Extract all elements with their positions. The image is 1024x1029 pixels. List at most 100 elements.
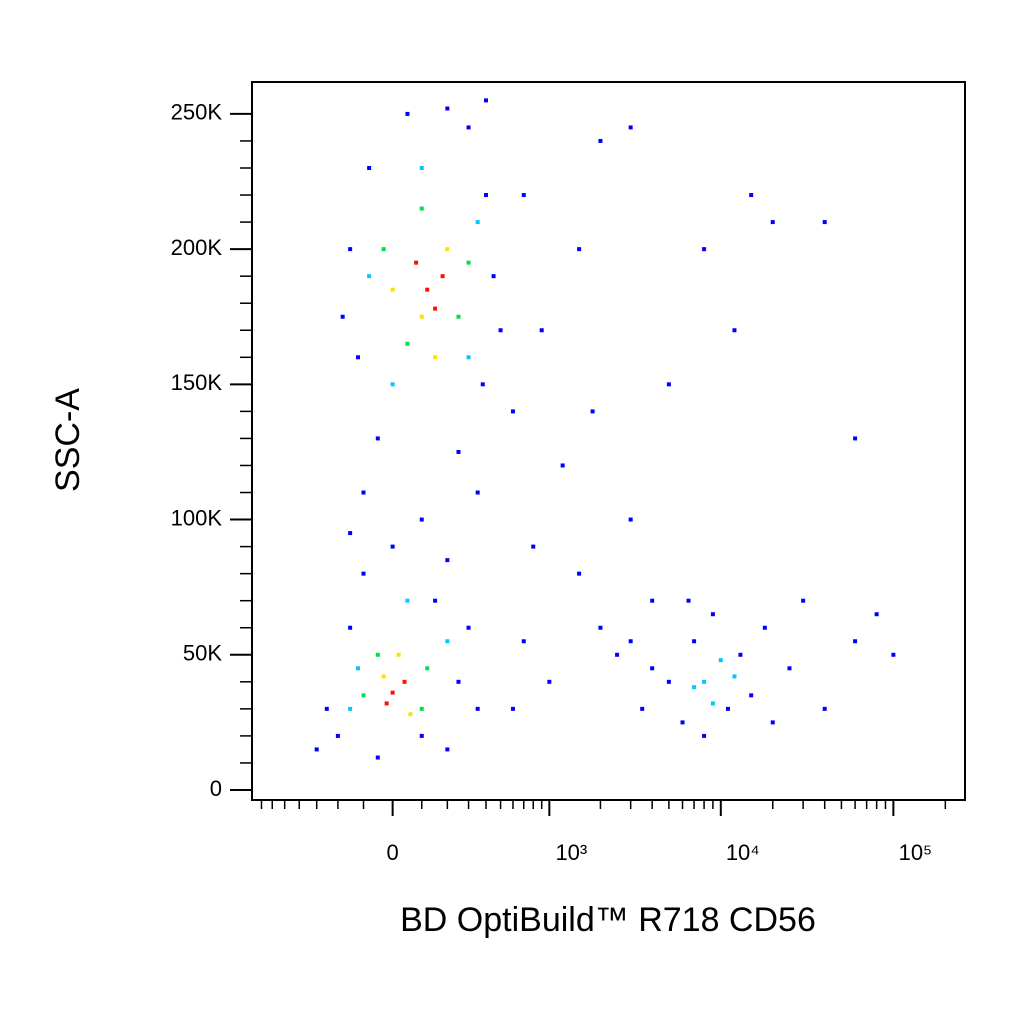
x-tick-label: 0 <box>386 840 398 865</box>
point <box>822 706 827 711</box>
point <box>718 658 723 663</box>
point <box>445 247 450 252</box>
point <box>521 193 526 198</box>
point <box>425 287 430 292</box>
point <box>531 544 536 549</box>
point <box>483 98 488 103</box>
x-tick-label: 10³ <box>555 840 587 865</box>
point <box>419 706 424 711</box>
point <box>314 747 319 752</box>
point <box>419 206 424 211</box>
y-tick-label: 250K <box>171 100 223 125</box>
point <box>732 674 737 679</box>
point <box>598 625 603 630</box>
point <box>348 531 353 536</box>
x-tick-label: 10⁴ <box>726 840 760 865</box>
point <box>762 625 767 630</box>
point <box>666 679 671 684</box>
point <box>666 382 671 387</box>
point <box>590 409 595 414</box>
point <box>419 165 424 170</box>
point <box>390 690 395 695</box>
point <box>822 220 827 225</box>
point <box>466 625 471 630</box>
point <box>725 706 730 711</box>
point <box>874 612 879 617</box>
y-tick-label: 200K <box>171 235 223 260</box>
point <box>390 382 395 387</box>
point <box>367 165 372 170</box>
point <box>361 571 366 576</box>
point <box>361 490 366 495</box>
point <box>445 558 450 563</box>
point <box>891 652 896 657</box>
point <box>853 436 858 441</box>
point <box>710 612 715 617</box>
point <box>381 247 386 252</box>
x-tick-label: 10⁵ <box>899 840 933 865</box>
point <box>433 355 438 360</box>
point <box>356 355 361 360</box>
y-tick-label: 150K <box>171 370 223 395</box>
point <box>650 598 655 603</box>
point <box>419 314 424 319</box>
point <box>560 463 565 468</box>
point <box>384 701 389 706</box>
point <box>475 706 480 711</box>
point <box>702 679 707 684</box>
point <box>801 598 806 603</box>
point <box>598 138 603 143</box>
point <box>628 125 633 130</box>
point <box>456 314 461 319</box>
point <box>419 517 424 522</box>
point <box>686 598 691 603</box>
point <box>445 639 450 644</box>
point <box>640 706 645 711</box>
point <box>348 706 353 711</box>
y-tick-label: 50K <box>183 641 222 666</box>
point <box>396 652 401 657</box>
point <box>433 306 438 311</box>
point <box>749 193 754 198</box>
point <box>456 449 461 454</box>
point <box>433 598 438 603</box>
x-axis-title: BD OptiBuild™ R718 CD56 <box>400 901 816 939</box>
point <box>650 666 655 671</box>
point <box>375 652 380 657</box>
point <box>539 328 544 333</box>
plot-frame <box>251 81 966 801</box>
point <box>405 111 410 116</box>
point <box>491 274 496 279</box>
point <box>361 693 366 698</box>
point <box>456 679 461 684</box>
point <box>408 712 413 717</box>
point <box>381 674 386 679</box>
point <box>770 220 775 225</box>
point <box>425 666 430 671</box>
point <box>787 666 792 671</box>
point <box>547 679 552 684</box>
point <box>335 733 340 738</box>
point <box>628 517 633 522</box>
point <box>770 720 775 725</box>
point <box>710 701 715 706</box>
point <box>615 652 620 657</box>
point <box>466 260 471 265</box>
point <box>510 409 515 414</box>
point <box>375 755 380 760</box>
y-tick-label: 0 <box>210 776 222 801</box>
point <box>692 639 697 644</box>
y-tick-label: 100K <box>171 505 223 530</box>
point <box>340 314 345 319</box>
point <box>466 355 471 360</box>
point <box>510 706 515 711</box>
point <box>367 274 372 279</box>
point <box>498 328 503 333</box>
point <box>577 247 582 252</box>
point <box>440 274 445 279</box>
point <box>348 625 353 630</box>
point <box>375 436 380 441</box>
point <box>521 639 526 644</box>
